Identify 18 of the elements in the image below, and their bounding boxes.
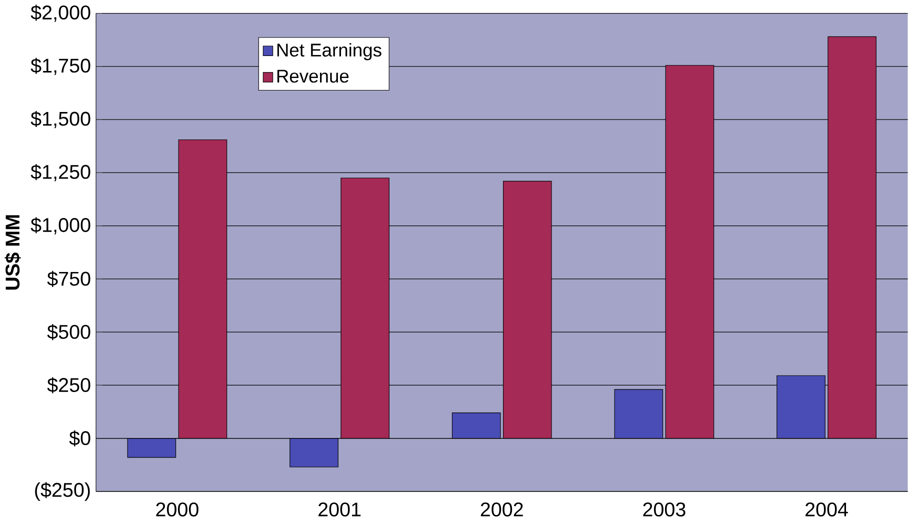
x-tick-label: 2002	[480, 502, 523, 516]
y-tick-label: ($250)	[35, 482, 90, 501]
y-tick-label: $750	[47, 270, 90, 287]
x-tick-label: 2000	[156, 502, 198, 516]
y-tick-label: $0	[69, 430, 90, 446]
y-tick-label: $1,750	[30, 58, 90, 75]
x-tick-label: 2003	[643, 502, 686, 516]
y-tick-label: $1,000	[30, 217, 90, 234]
y-axis-title: US$ MM	[4, 215, 21, 290]
x-tick-label: 2001	[318, 502, 361, 516]
y-tick-label: $500	[47, 324, 90, 340]
y-tick-label: $250	[47, 377, 90, 394]
legend-label: Revenue	[277, 70, 349, 83]
x-tick-label: 2004	[806, 502, 848, 516]
y-tick-label: $1,500	[30, 110, 90, 128]
legend-label: Net Earnings	[277, 43, 382, 60]
y-tick-label: $1,250	[30, 164, 90, 182]
y-tick-label: $2,000	[30, 4, 90, 22]
